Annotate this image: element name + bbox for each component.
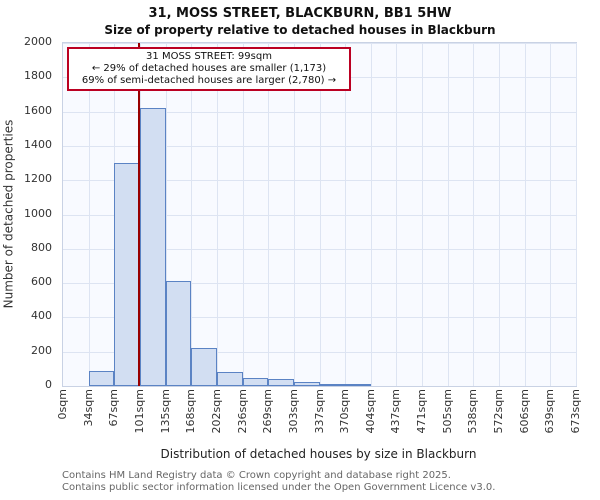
horizontal-gridline [63,180,576,182]
x-tick-label: 236sqm [235,389,249,434]
histogram-bar [345,384,371,386]
x-tick-label: 471sqm [415,389,428,434]
x-tick-label: 572sqm [492,389,505,434]
annotation-larger: 69% of semi-detached houses are larger (… [81,75,337,86]
horizontal-gridline [63,283,576,285]
horizontal-gridline [63,145,576,147]
y-tick-label: 1000 [24,206,52,220]
x-tick-label: 673sqm [569,389,582,434]
footer-copyright-line1: Contains HM Land Registry data © Crown c… [62,470,451,481]
y-tick-label: 1400 [24,137,52,151]
chart-title: 31, MOSS STREET, BLACKBURN, BB1 5HW [148,6,452,21]
x-tick-label: 337sqm [312,389,326,434]
x-tick-labels: 0sqm 34sqm 67sqm 101sqm 135sqm 168sqm 202sqm 23… [56,389,582,445]
y-tick-label: 0 [45,378,52,391]
annotation-box: 31 MOSS STREET: 99sqm ← 29% of detached … [67,47,351,91]
x-tick-label: 370sqm [338,389,351,434]
x-axis-title: Distribution of detached houses by size … [160,447,477,461]
horizontal-gridline [63,317,576,319]
x-tick-label: 404sqm [364,389,377,434]
y-tick-label: 1800 [24,69,52,83]
y-tick-label: 1600 [24,103,52,117]
x-tick-label: 168sqm [184,389,198,434]
x-tick-label: 606sqm [517,389,531,434]
histogram-bar [140,108,166,386]
histogram-bar [88,370,115,386]
vertical-gridline [576,43,577,386]
horizontal-gridline [63,248,576,250]
y-tick-labels: 0 200 400 600 800 1000 1200 1400 1600 1800 2000 [0,35,56,391]
y-tick-label: 1200 [24,172,52,186]
histogram-bar [217,372,243,386]
y-tick-label: 600 [31,275,52,289]
x-tick-label: 101sqm [133,389,146,434]
x-tick-label: 639sqm [543,389,557,434]
horizontal-gridline [63,351,576,353]
x-tick-label: 34sqm [81,389,95,427]
x-tick-label: 0sqm [56,389,69,420]
histogram-bar [242,378,269,386]
plot-area: 31 MOSS STREET: 99sqm ← 29% of detached … [62,42,577,387]
annotation-property: 31 MOSS STREET: 99sqm [146,51,272,62]
chart-subtitle: Size of property relative to detached ho… [104,23,496,37]
property-size-line [137,43,140,386]
x-tick-label: 269sqm [261,389,274,434]
horizontal-gridline [63,214,576,216]
histogram-bar [165,281,192,386]
histogram-bar [319,384,346,386]
x-tick-label: 538sqm [466,389,480,434]
x-tick-label: 505sqm [440,389,454,434]
y-tick-label: 2000 [24,35,52,48]
histogram-bar [268,379,294,386]
horizontal-gridline [63,43,576,44]
x-tick-label: 202sqm [210,389,223,434]
y-tick-label: 800 [31,240,52,254]
y-tick-label: 200 [31,343,52,357]
x-tick-label: 67sqm [107,389,121,427]
horizontal-gridline [63,111,576,113]
x-tick-label: 303sqm [287,389,300,434]
annotation-smaller: ← 29% of detached houses are smaller (1,… [91,63,327,74]
x-tick-label: 135sqm [158,389,172,434]
histogram-bar [114,163,140,386]
x-tick-label: 437sqm [389,389,403,434]
histogram-bar [294,381,320,386]
footer-copyright-line2: Contains public sector information licen… [62,482,496,493]
histogram-bar [191,348,217,386]
y-tick-label: 400 [31,309,52,323]
